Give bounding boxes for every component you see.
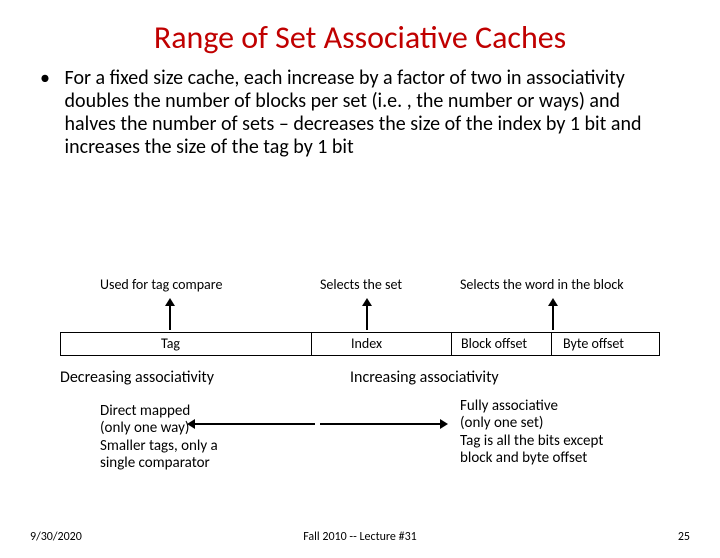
label-selects-set: Selects the set [320,276,402,293]
right-desc-l1: Fully associative [460,398,660,415]
arrow-up-tag [165,298,175,306]
bullet-dot: • [40,67,60,90]
right-desc-l4: block and byte offset [460,450,660,467]
decreasing-associativity-label: Decreasing associativity [60,368,214,387]
right-desc-l2: (only one set) [460,415,660,432]
increasing-associativity-label: Increasing associativity [350,368,499,387]
slide-title: Range of Set Associative Caches [0,18,720,57]
footer-lecture: Fall 2010 -- Lecture #31 [0,530,720,544]
left-desc-l4: single comparator [100,455,250,472]
left-desc-l1: Direct mapped [100,403,250,420]
bullet-text: For a fixed size cache, each increase by… [65,67,665,159]
field-tag: Tag [161,335,180,352]
field-byte-offset: Byte offset [563,335,624,352]
field-index: Index [351,335,382,352]
bullet-block: • For a fixed size cache, each increase … [40,67,680,159]
arrow-up-index [362,298,372,306]
fully-associative-desc: Fully associative (only one set) Tag is … [460,398,660,467]
left-desc-l2: (only one way) [100,420,250,437]
divider-2 [451,333,452,355]
divider-3 [551,333,552,355]
field-block-offset: Block offset [461,335,527,352]
direct-mapped-desc: Direct mapped (only one way) Smaller tag… [100,403,250,472]
label-tag-compare: Used for tag compare [100,276,222,293]
arrow-right [320,423,440,425]
footer-page-number: 25 [678,530,690,544]
left-desc-l3: Smaller tags, only a [100,438,250,455]
arrow-up-blockoffset [548,298,558,306]
label-selects-word: Selects the word in the block [460,276,624,293]
right-desc-l3: Tag is all the bits except [460,433,660,450]
address-field-box: Tag Index Block offset Byte offset [60,332,660,356]
divider-1 [311,333,312,355]
